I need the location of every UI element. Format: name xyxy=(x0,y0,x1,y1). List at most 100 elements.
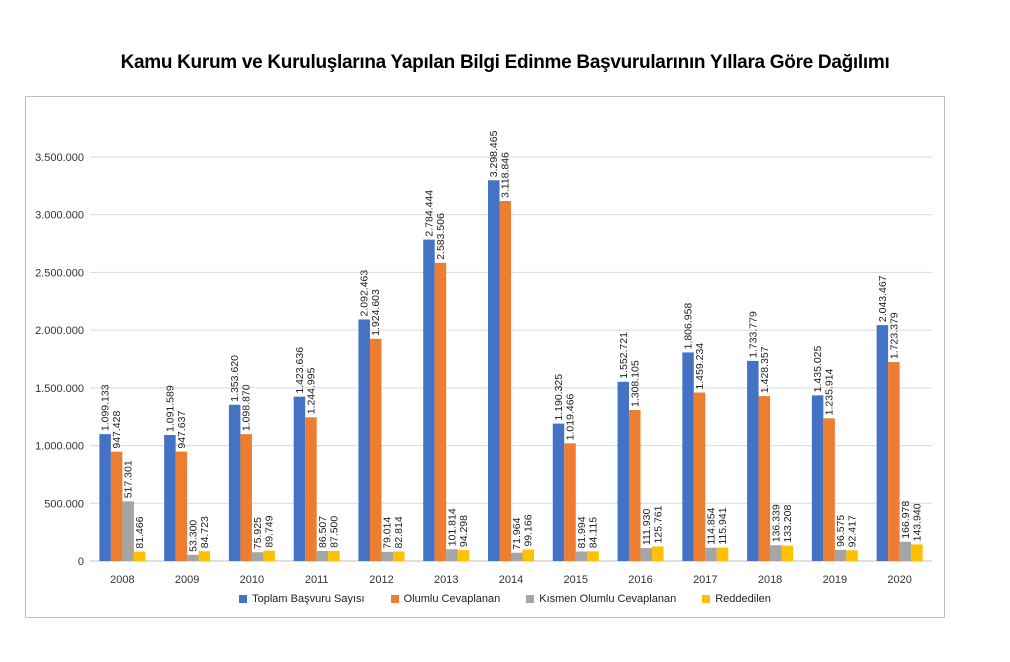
bar-2015-s2 xyxy=(575,551,588,561)
legend-swatch xyxy=(239,595,248,603)
legend-item: Toplam Başvuru Sayısı xyxy=(239,593,365,605)
x-tick-label: 2013 xyxy=(434,574,458,586)
data-label: 143.940 xyxy=(911,503,923,541)
y-tick-label: 3.500.000 xyxy=(35,152,84,164)
data-label: 947.637 xyxy=(176,411,188,449)
data-label: 71.964 xyxy=(511,517,523,549)
bar-2019-s2 xyxy=(834,549,847,561)
bar-2008-s2 xyxy=(122,501,134,561)
data-label: 86.507 xyxy=(317,516,329,548)
bar-2012-s0 xyxy=(358,319,370,561)
data-label: 82.814 xyxy=(393,516,405,548)
bar-2019-s3 xyxy=(846,550,858,561)
x-tick-label: 2012 xyxy=(369,574,393,586)
data-label: 1.428.357 xyxy=(759,346,771,393)
bar-2008-s0 xyxy=(99,434,111,561)
bar-2009-s2 xyxy=(187,554,199,561)
data-label: 1.733.779 xyxy=(747,311,759,358)
bar-2018-s2 xyxy=(770,545,782,561)
bar-2009-s3 xyxy=(198,551,211,561)
y-tick-label: 2.000.000 xyxy=(35,325,84,337)
data-label: 1.552.721 xyxy=(618,332,630,379)
bar-2019-s0 xyxy=(811,395,824,561)
bar-2014-s1 xyxy=(499,200,511,561)
x-tick-label: 2015 xyxy=(564,574,588,586)
data-label: 114.854 xyxy=(706,507,718,544)
data-label: 53.300 xyxy=(187,520,199,552)
bar-2010-s1 xyxy=(240,434,252,561)
legend-swatch xyxy=(390,595,399,603)
y-tick-label: 0 xyxy=(78,556,84,568)
bar-2016-s3 xyxy=(652,546,664,561)
data-label: 115.941 xyxy=(717,507,729,544)
data-label: 1.806.958 xyxy=(683,303,695,350)
bar-2014-s0 xyxy=(488,180,500,562)
bar-2014-s3 xyxy=(522,549,534,561)
data-label: 1.091.589 xyxy=(164,385,176,432)
data-label: 81.466 xyxy=(134,516,146,548)
data-label: 99.166 xyxy=(523,514,535,546)
y-tick-label: 3.000.000 xyxy=(35,210,84,222)
bar-2013-s3 xyxy=(457,550,470,561)
legend-item: Kısmen Olumlu Cevaplanan xyxy=(526,593,676,605)
bar-2016-s0 xyxy=(617,381,630,561)
bar-2018-s1 xyxy=(758,396,771,561)
data-label: 2.784.444 xyxy=(423,190,435,237)
bar-2020-s3 xyxy=(911,544,923,561)
legend-label: Kısmen Olumlu Cevaplanan xyxy=(539,593,677,605)
data-label: 87.500 xyxy=(328,516,340,548)
bar-2009-s1 xyxy=(175,451,188,561)
bar-2017-s2 xyxy=(705,547,717,561)
data-label: 94.298 xyxy=(458,515,470,547)
legend-label: Toplam Başvuru Sayısı xyxy=(252,593,365,605)
data-label: 84.115 xyxy=(588,517,600,548)
y-tick-label: 1.500.000 xyxy=(35,383,84,395)
bar-2020-s2 xyxy=(899,541,912,561)
data-label: 1.099.133 xyxy=(100,384,112,431)
x-tick-label: 2010 xyxy=(240,574,264,586)
bar-2008-s3 xyxy=(133,551,146,561)
data-label: 1.235.914 xyxy=(824,368,836,415)
bar-2016-s2 xyxy=(640,548,653,561)
x-tick-label: 2017 xyxy=(693,574,717,586)
bar-2017-s1 xyxy=(693,392,706,561)
x-tick-label: 2016 xyxy=(628,574,652,586)
x-tick-label: 2018 xyxy=(758,574,782,586)
bar-2012-s3 xyxy=(392,551,405,561)
bar-2015-s3 xyxy=(587,551,599,561)
bar-2011-s2 xyxy=(316,551,329,561)
x-tick-label: 2009 xyxy=(175,574,199,586)
data-label: 1.924.603 xyxy=(370,289,382,336)
chart-frame xyxy=(25,96,945,618)
y-tick-label: 2.500.000 xyxy=(35,267,84,279)
x-tick-label: 2011 xyxy=(305,574,329,586)
bar-2020-s1 xyxy=(888,362,900,561)
data-label: 136.339 xyxy=(770,504,782,542)
bar-2015-s0 xyxy=(552,423,565,561)
x-tick-label: 2008 xyxy=(110,574,134,586)
data-label: 166.978 xyxy=(900,501,912,539)
data-label: 1.190.325 xyxy=(553,374,565,421)
bar-2015-s1 xyxy=(564,443,576,561)
bar-2009-s0 xyxy=(164,434,176,561)
bar-2011-s1 xyxy=(305,417,317,561)
data-label: 3.118.846 xyxy=(500,152,512,198)
bar-2012-s1 xyxy=(369,338,382,561)
bar-2014-s2 xyxy=(511,552,523,561)
legend-swatch xyxy=(526,595,535,603)
bar-2011-s0 xyxy=(293,396,306,561)
data-label: 79.014 xyxy=(382,517,394,549)
legend-label: Olumlu Cevaplanan xyxy=(403,593,501,605)
data-label: 1.435.025 xyxy=(812,345,824,392)
data-label: 947.428 xyxy=(111,411,123,449)
bar-2012-s2 xyxy=(381,551,393,561)
data-label: 1.098.870 xyxy=(241,384,253,431)
data-label: 2.583.506 xyxy=(435,213,447,260)
y-tick-label: 500.000 xyxy=(44,498,84,510)
data-label: 2.043.467 xyxy=(877,275,889,322)
data-label: 1.353.620 xyxy=(229,355,241,402)
bar-2008-s1 xyxy=(110,451,123,561)
data-label: 1.423.636 xyxy=(294,347,306,394)
chart-legend: Toplam Başvuru Sayısı Olumlu Cevaplanan Kı… xyxy=(0,593,1010,605)
legend-item: Reddedilen xyxy=(702,593,771,605)
